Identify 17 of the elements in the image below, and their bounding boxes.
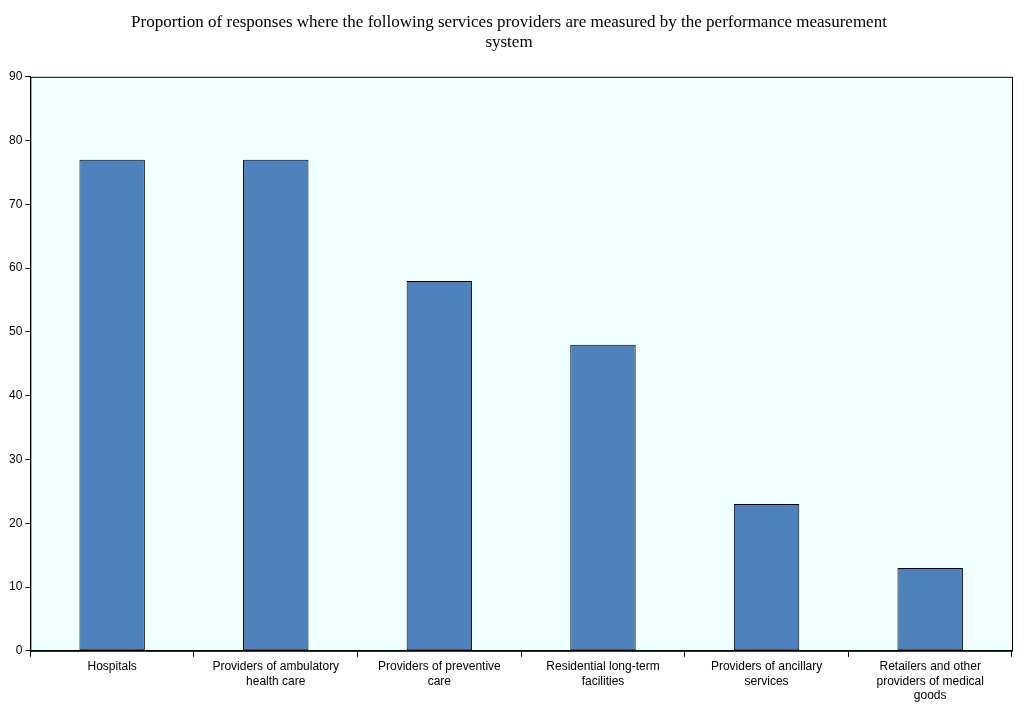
- y-tick-label: 80: [8, 132, 23, 147]
- y-tick-label: 10: [8, 579, 23, 594]
- y-tick-label: 60: [8, 260, 23, 275]
- y-tick-label: 50: [8, 324, 23, 339]
- x-tick-label: Residential long-term facilities: [546, 659, 660, 688]
- x-tick-label: Retailers and other providers of medical goods: [876, 659, 984, 703]
- chart-title: Proportion of responses where the following services providers are measured by the performance measurement system: [131, 11, 888, 52]
- x-tick-label: Hospitals: [87, 659, 137, 674]
- y-tick-label: 70: [8, 196, 23, 211]
- y-tick-label: 20: [8, 515, 23, 530]
- y-tick-label: 40: [8, 388, 23, 402]
- x-tick-label: Providers of ancillary services: [710, 659, 823, 688]
- y-tick-label: 0: [15, 643, 23, 658]
- x-tick-label: Providers of preventive care: [378, 659, 502, 688]
- y-tick-label: 90: [8, 69, 23, 84]
- x-tick-label: Providers of ambulatory health care: [212, 659, 340, 688]
- y-tick-label: 30: [8, 451, 23, 466]
